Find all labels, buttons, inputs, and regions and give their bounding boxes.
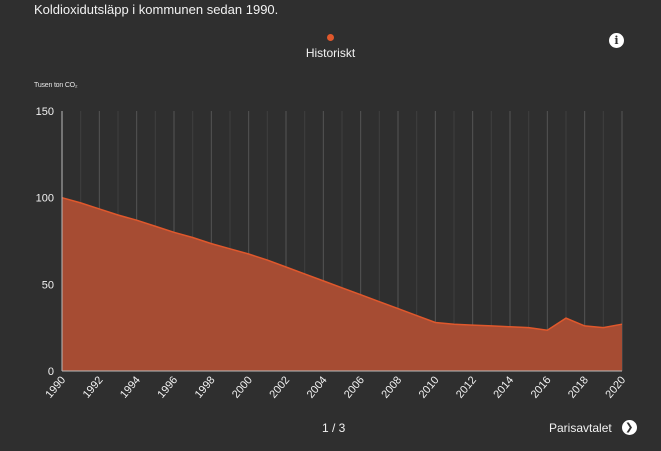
y-axis-unit-label: Tusen ton CO₂ [34,82,78,89]
x-tick-label-1992: 1992 [81,374,106,400]
y-tick-label-100: 100 [36,193,54,205]
x-tick-label-1994: 1994 [118,374,143,400]
y-tick-label-50: 50 [42,279,54,291]
x-tick-label-1990: 1990 [43,374,68,400]
x-tick-label-2016: 2016 [529,374,554,400]
x-tick-label-2008: 2008 [379,374,404,400]
legend[interactable]: Historiskt [0,34,661,62]
page-indicator: 1 / 3 [322,421,346,435]
x-tick-label-2006: 2006 [342,374,367,400]
x-tick-label-1996: 1996 [155,374,180,400]
x-tick-label-1998: 1998 [193,374,218,400]
x-tick-label-2004: 2004 [305,374,330,400]
chevron-right-icon: ❯ [621,420,637,435]
next-slide-button[interactable]: Parisavtalet ❯ [549,420,637,435]
y-tick-label-150: 150 [36,106,54,118]
x-tick-label-2002: 2002 [267,374,292,400]
y-tick-label-0: 0 [48,366,54,378]
chart-subtitle: Koldioxidutsläpp i kommunen sedan 1990. [34,2,279,17]
series-line-historiskt [61,196,623,332]
x-tick-label-2012: 2012 [454,374,479,400]
legend-label-historiskt: Historiskt [305,46,356,60]
legend-marker [327,34,334,41]
x-tick-label-2010: 2010 [417,374,442,400]
info-icon[interactable]: i [609,33,624,48]
x-tick-label-2000: 2000 [230,374,255,400]
x-tick-label-2018: 2018 [566,374,591,400]
x-tick-label-2020: 2020 [603,374,628,400]
next-slide-label: Parisavtalet [549,420,612,435]
x-tick-label-2014: 2014 [491,374,516,400]
